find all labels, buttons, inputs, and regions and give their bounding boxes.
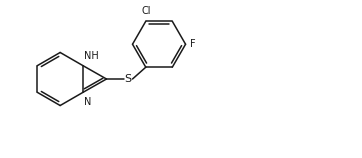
Text: S: S <box>125 74 132 84</box>
Text: Cl: Cl <box>141 6 151 16</box>
Text: F: F <box>190 39 196 49</box>
Text: N: N <box>84 97 92 107</box>
Text: NH: NH <box>84 51 99 61</box>
